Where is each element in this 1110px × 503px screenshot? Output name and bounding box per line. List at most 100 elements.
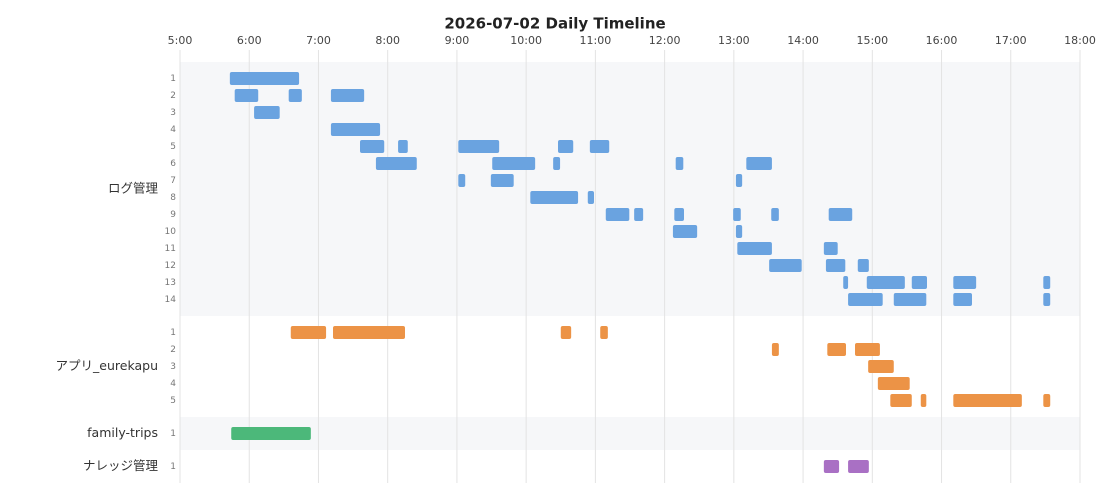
activity-bar — [672, 225, 698, 238]
x-tick-label: 10:00 — [510, 34, 542, 47]
activity-bar — [746, 157, 772, 170]
activity-bar — [953, 293, 972, 306]
activity-bar — [288, 89, 302, 102]
activity-bar — [771, 208, 779, 221]
activity-bar — [398, 140, 408, 153]
activity-bar — [458, 140, 500, 153]
activity-bar — [1043, 276, 1051, 289]
bars — [229, 72, 1051, 473]
x-tick-label: 18:00 — [1064, 34, 1096, 47]
row-label: 5 — [170, 396, 176, 406]
activity-bar — [490, 174, 514, 187]
x-tick-label: 6:00 — [237, 34, 262, 47]
group-label: アプリ_eurekapu — [56, 358, 158, 373]
activity-bar — [737, 242, 772, 255]
activity-bar — [857, 259, 869, 272]
grid — [179, 50, 1081, 483]
activity-bar — [333, 326, 405, 339]
activity-bar — [877, 377, 910, 390]
activity-bar — [920, 394, 927, 407]
x-tick-label: 15:00 — [856, 34, 888, 47]
x-tick-label: 16:00 — [926, 34, 958, 47]
row-label: 3 — [170, 362, 176, 372]
activity-bar — [229, 72, 300, 85]
activity-bar — [868, 360, 894, 373]
activity-bar — [234, 89, 259, 102]
activity-bar — [733, 208, 741, 221]
row-label: 8 — [170, 193, 176, 203]
activity-bar — [231, 427, 311, 440]
activity-bar — [605, 208, 630, 221]
x-tick-label: 12:00 — [649, 34, 681, 47]
activity-bar — [953, 276, 977, 289]
backgrounds — [180, 62, 1080, 450]
row-label: 14 — [165, 295, 177, 305]
row-label: 1 — [170, 462, 176, 472]
row-label: 12 — [165, 261, 176, 271]
activity-bar — [823, 242, 838, 255]
chart-title: 2026-07-02 Daily Timeline — [444, 15, 665, 33]
row-label: 4 — [170, 125, 176, 135]
group-band — [180, 62, 1080, 316]
activity-bar — [828, 208, 853, 221]
activity-bar — [634, 208, 644, 221]
activity-bar — [600, 326, 608, 339]
x-tick-label: 17:00 — [995, 34, 1027, 47]
activity-bar — [890, 394, 912, 407]
activity-bar — [1043, 394, 1051, 407]
activity-bar — [330, 123, 381, 136]
activity-bar — [866, 276, 905, 289]
activity-bar — [771, 343, 779, 356]
row-label: 4 — [170, 379, 176, 389]
row-label: 7 — [170, 176, 176, 186]
activity-bar — [492, 157, 536, 170]
activity-bar — [769, 259, 802, 272]
activity-bar — [735, 225, 743, 238]
group-band — [180, 417, 1080, 450]
activity-bar — [825, 259, 846, 272]
activity-bar — [911, 276, 927, 289]
activity-bar — [1043, 293, 1051, 306]
activity-bar — [587, 191, 594, 204]
activity-bar — [843, 276, 849, 289]
row-label: 1 — [170, 328, 176, 338]
activity-bar — [827, 343, 846, 356]
activity-bar — [589, 140, 610, 153]
x-tick-label: 8:00 — [375, 34, 400, 47]
row-label: 13 — [165, 278, 176, 288]
row-label: 3 — [170, 108, 176, 118]
group-label: ログ管理 — [108, 181, 159, 196]
x-tick-label: 5:00 — [168, 34, 193, 47]
activity-bar — [254, 106, 280, 119]
activity-bar — [855, 343, 880, 356]
activity-bar — [553, 157, 561, 170]
x-tick-label: 14:00 — [787, 34, 819, 47]
activity-bar — [848, 460, 869, 473]
activity-bar — [458, 174, 466, 187]
group-label: ナレッジ管理 — [83, 458, 159, 473]
row-label: 1 — [170, 429, 176, 439]
group-label: family-trips — [87, 425, 158, 440]
row-label: 11 — [165, 244, 176, 254]
row-label: 10 — [165, 227, 177, 237]
activity-bar — [848, 293, 883, 306]
activity-bar — [735, 174, 743, 187]
activity-bar — [893, 293, 927, 306]
row-label: 6 — [170, 159, 176, 169]
activity-bar — [823, 460, 840, 473]
activity-bar — [558, 140, 574, 153]
activity-bar — [530, 191, 579, 204]
x-tick-label: 9:00 — [445, 34, 470, 47]
activity-bar — [675, 157, 684, 170]
row-label: 2 — [170, 345, 176, 355]
activity-bar — [674, 208, 684, 221]
x-tick-label: 13:00 — [718, 34, 750, 47]
row-label: 9 — [170, 210, 176, 220]
row-label: 2 — [170, 91, 176, 101]
x-tick-label: 7:00 — [306, 34, 331, 47]
activity-bar — [375, 157, 417, 170]
activity-bar — [290, 326, 327, 339]
row-label: 1 — [170, 74, 176, 84]
